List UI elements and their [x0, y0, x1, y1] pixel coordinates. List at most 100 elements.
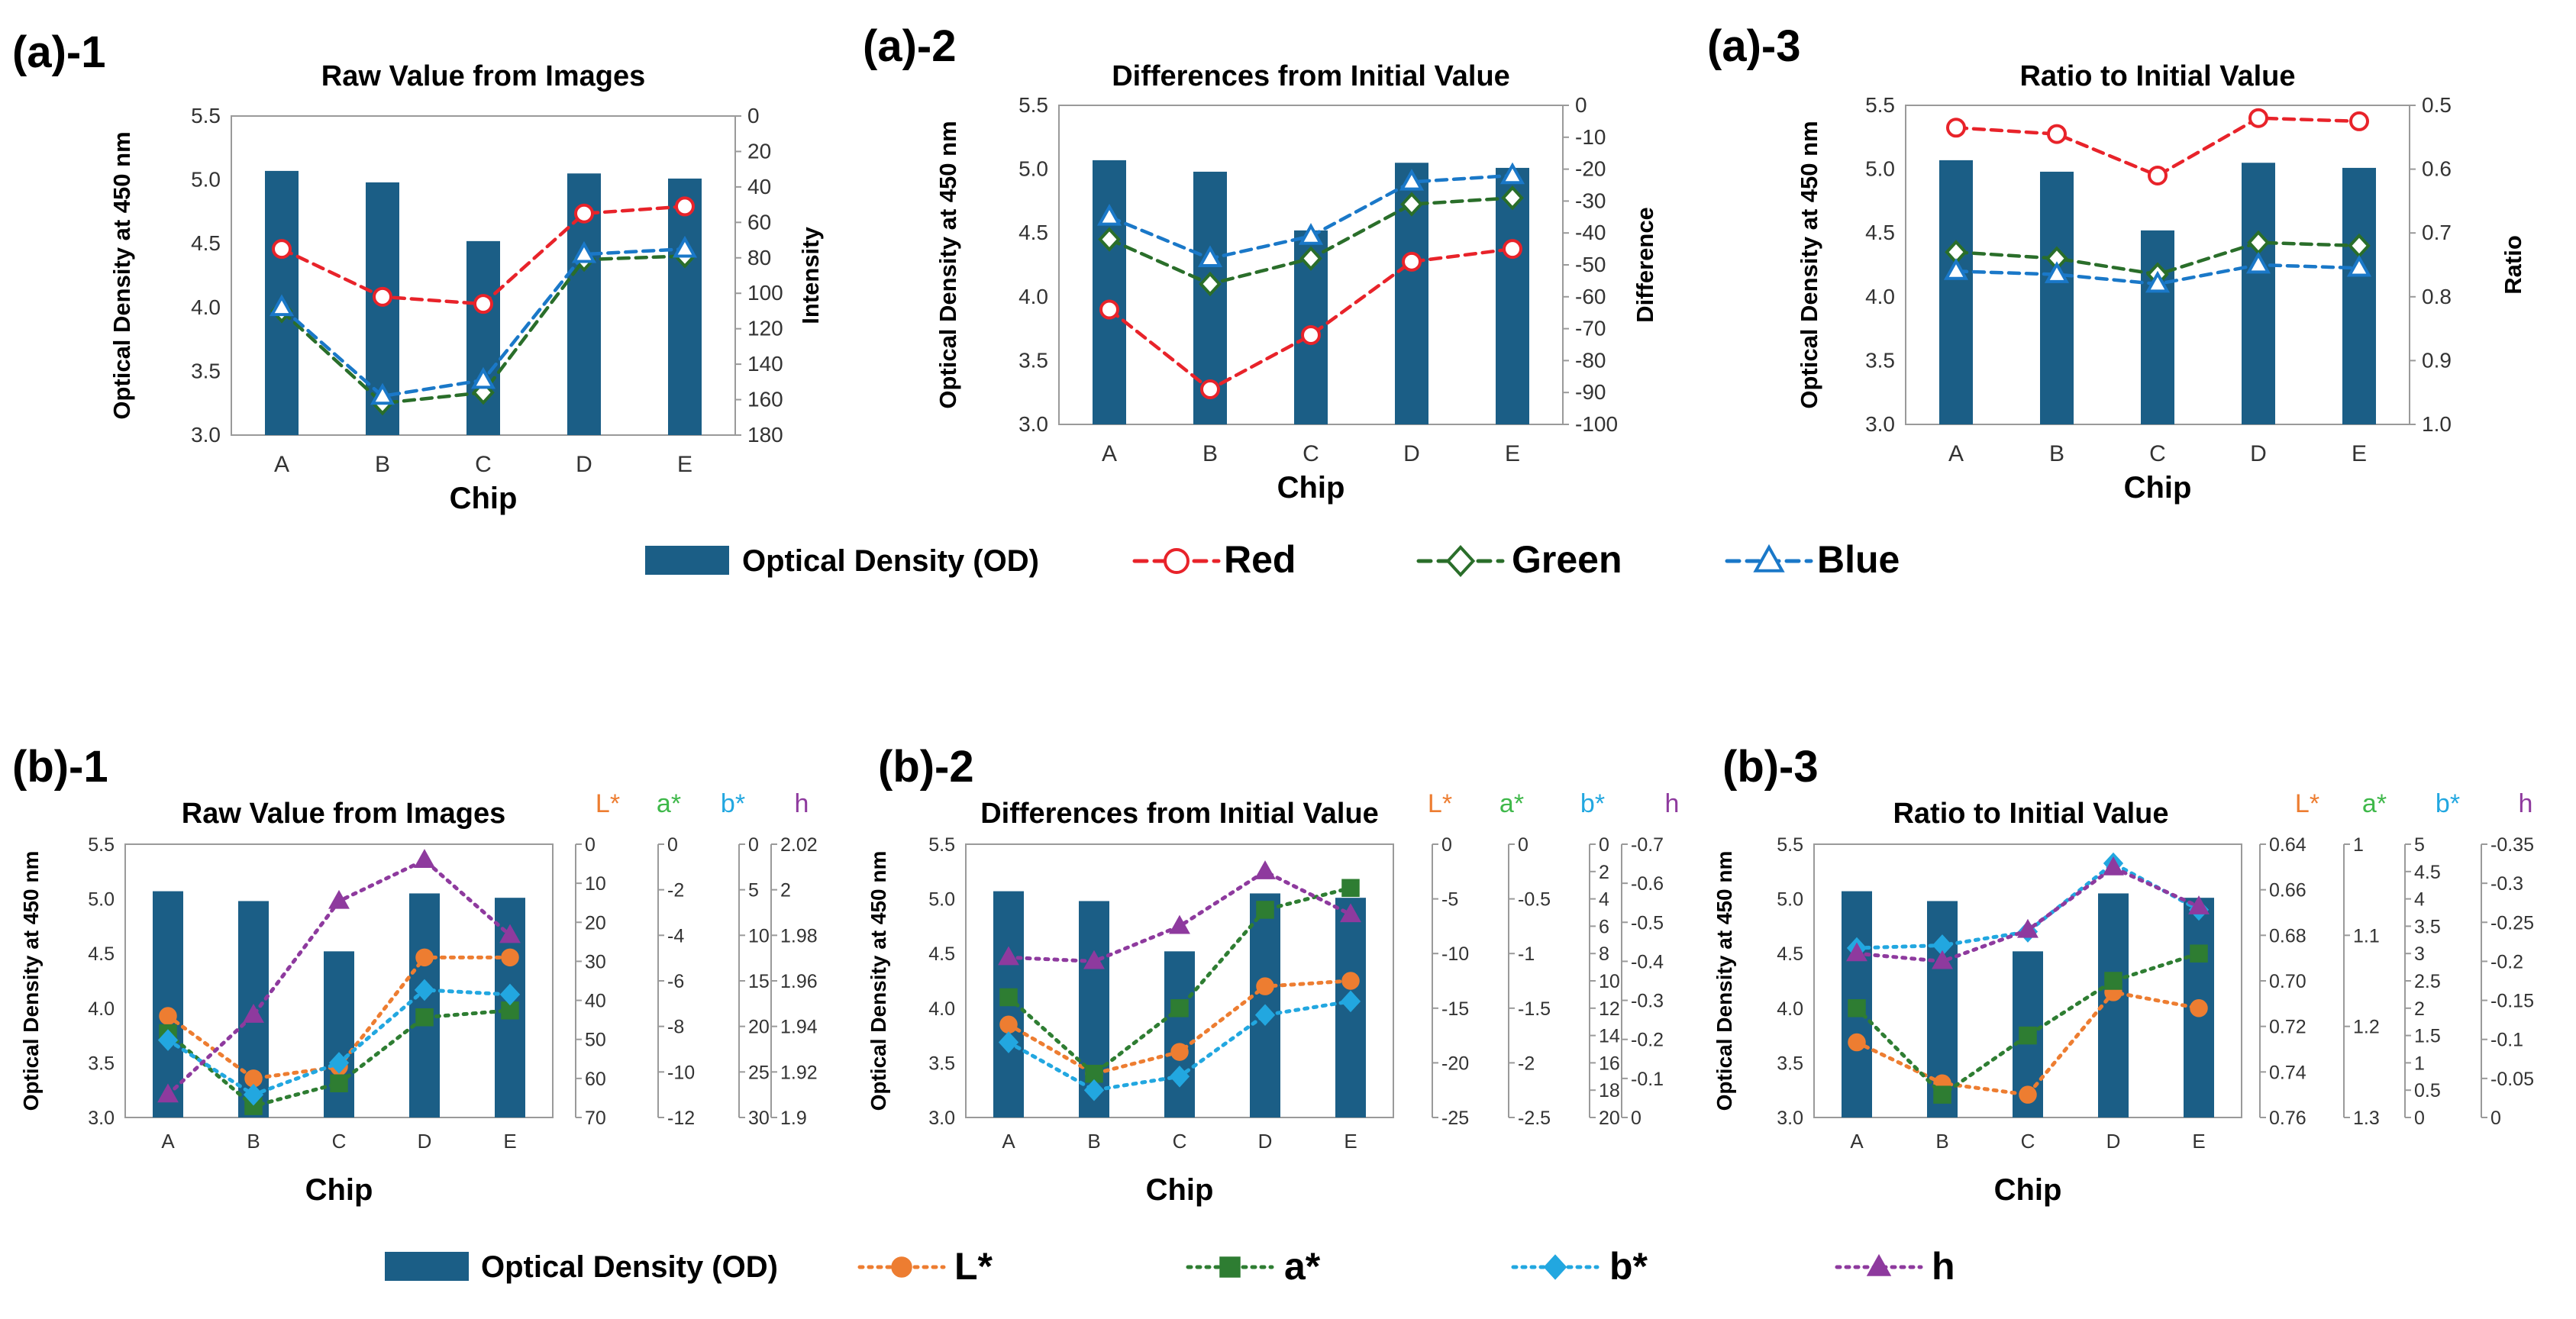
right-axis-label: Ratio	[2500, 235, 2526, 295]
point-Red-B	[1200, 379, 1220, 400]
y-tick-label: 3.5	[88, 1053, 115, 1074]
x-tick-label: D	[418, 1130, 432, 1153]
legend-marker-Green	[1445, 545, 1476, 577]
right-tick-label: 140	[747, 352, 783, 376]
x-tick-label: A	[161, 1130, 175, 1153]
right-tick-label: 100	[747, 281, 783, 305]
point-a*-B	[1933, 1085, 1951, 1104]
legend-label-od: Optical Density (OD)	[742, 544, 1039, 578]
right-tick-label: 40	[585, 991, 606, 1012]
point-L*-A	[999, 1015, 1018, 1034]
right-tick-label: 1.9	[780, 1108, 807, 1129]
point-b*-D	[414, 979, 435, 1001]
right-tick-label: 1.1	[2353, 925, 2380, 947]
point-Blue-B	[2044, 261, 2070, 283]
point-L*-A	[1848, 1033, 1866, 1052]
point-b*-E	[1340, 990, 1361, 1013]
x-tick-label: C	[332, 1130, 347, 1153]
legend-marker-h	[1866, 1253, 1892, 1276]
legend-label-red: Red	[1224, 538, 1296, 581]
y-tick-label: 4.5	[1018, 221, 1048, 244]
right-tick-label: -0.3	[2490, 873, 2523, 895]
right-tick-label: 1.3	[2353, 1108, 2380, 1129]
right-tick-label: -70	[1575, 317, 1606, 340]
right-axis-label: h	[1665, 789, 1680, 818]
right-tick-label: 0	[2414, 1108, 2425, 1129]
right-axis-label: L*	[2295, 789, 2319, 818]
right-tick-label: 0	[667, 834, 678, 856]
y-tick-label: 4.0	[88, 998, 115, 1020]
right-axis-label: h	[795, 789, 809, 818]
legend-a: Optical Density (OD) Red Green Blue	[645, 538, 1900, 581]
x-tick-label: A	[1850, 1130, 1864, 1153]
right-tick-label: -0.1	[2490, 1030, 2523, 1051]
right-tick-label: 0.8	[2422, 285, 2452, 308]
point-Red-A	[272, 239, 292, 260]
y-tick-label: 3.5	[928, 1053, 955, 1074]
chart-title: Ratio to Initial Value	[2019, 60, 2295, 92]
right-tick-label: -10	[667, 1062, 695, 1083]
point-Blue-A	[269, 294, 295, 317]
point-L*-A	[159, 1007, 177, 1025]
point-h-A	[157, 1083, 179, 1103]
right-tick-label: -50	[1575, 253, 1606, 276]
right-tick-label: 8	[1599, 943, 1609, 965]
x-tick-label: E	[2192, 1130, 2205, 1153]
point-b*-C	[328, 1052, 350, 1074]
point-Blue-D	[1399, 169, 1425, 191]
point-h-D	[1254, 860, 1276, 879]
point-Blue-A	[1943, 258, 1969, 280]
y-tick-label: 3.5	[1865, 348, 1895, 372]
right-tick-label: -0.35	[2490, 834, 2534, 856]
panel-a1: (a)-1 Raw Value from Images 3.0 3.5 4.0 4.5 5.…	[12, 27, 824, 515]
right-tick-label: 30	[585, 951, 606, 972]
right-tick-label: 5	[2414, 834, 2425, 856]
right-tick-label: -30	[1575, 189, 1606, 212]
right-tick-label: -0.1	[1631, 1069, 1664, 1090]
x-tick-label: E	[2352, 441, 2367, 466]
point-h-E	[1340, 903, 1361, 923]
x-axis-label: Chip	[1277, 471, 1345, 505]
bar-D	[409, 893, 440, 1117]
right-tick-label: -6	[667, 971, 684, 992]
right-tick-label: -20	[1575, 157, 1606, 181]
point-b*-B	[243, 1083, 264, 1106]
y-tick-label: 3.5	[1018, 348, 1048, 372]
point-a*-C	[2019, 1026, 2037, 1045]
right-tick-label: 2	[1599, 862, 1609, 883]
point-a*-D	[415, 1008, 434, 1027]
point-Green-D	[1400, 192, 1423, 217]
right-tick-label: 0.72	[2269, 1017, 2306, 1038]
point-b*-B	[1083, 1079, 1105, 1101]
legend-label-green: Green	[1512, 538, 1622, 581]
y-tick-label: 4.0	[1777, 998, 1803, 1020]
bar-E	[1496, 167, 1529, 425]
right-tick-label: 10	[748, 925, 770, 947]
right-tick-label: 0.6	[2422, 157, 2452, 181]
right-tick-label: -0.5	[1631, 912, 1664, 934]
point-L*-C	[2019, 1085, 2037, 1104]
right-axis-label: h	[2519, 789, 2533, 818]
point-Green-A	[1098, 227, 1121, 252]
bar-D	[2242, 163, 2275, 425]
y-tick-label: 5.0	[191, 168, 221, 192]
right-axis-label: L*	[1428, 789, 1452, 818]
right-tick-label: -0.05	[2490, 1069, 2534, 1090]
point-Red-C	[1301, 324, 1321, 345]
right-tick-label: 2.5	[2414, 971, 2441, 992]
right-tick-label: -80	[1575, 348, 1606, 372]
right-tick-label: -0.6	[1631, 873, 1664, 895]
legend-swatch-od	[385, 1252, 469, 1281]
right-tick-label: 1.0	[2422, 412, 2452, 436]
y-tick-label: 3.0	[1865, 412, 1895, 436]
right-tick-label: -10	[1575, 125, 1606, 149]
y-tick-label: 4.5	[1777, 943, 1803, 965]
point-h-B	[243, 1004, 264, 1023]
chart-title: Differences from Initial Value	[980, 798, 1379, 830]
right-tick-label: 0	[747, 104, 760, 127]
legend-label-L: L*	[954, 1245, 993, 1288]
point-L*-E	[2190, 999, 2208, 1017]
panel-label: (a)-2	[863, 21, 956, 71]
right-tick-label: 0	[1575, 93, 1587, 117]
y-tick-label: 5.0	[88, 889, 115, 911]
